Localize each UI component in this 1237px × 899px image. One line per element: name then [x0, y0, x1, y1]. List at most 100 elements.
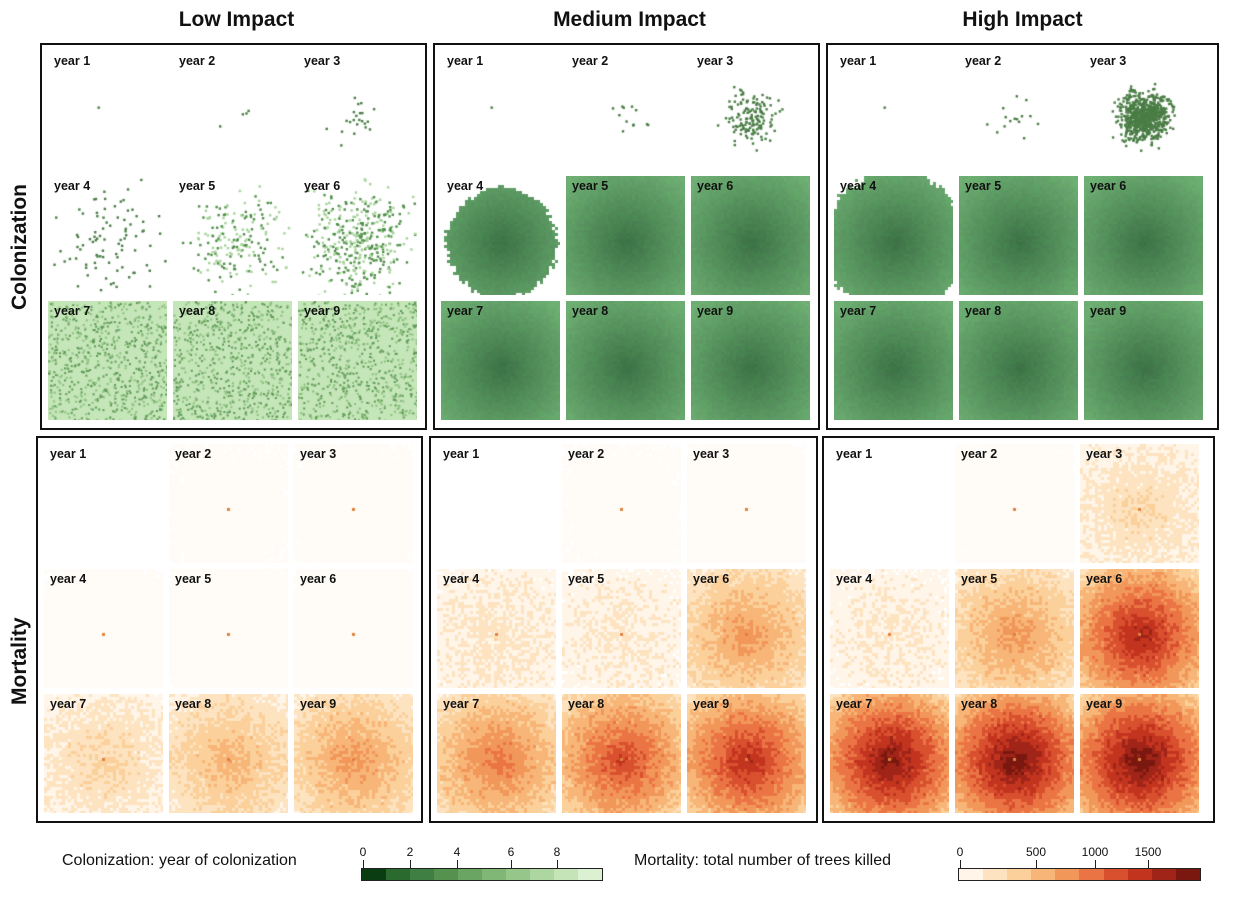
year-map-cell: year 6 [687, 569, 806, 688]
year-label: year 5 [572, 179, 609, 193]
colonization-tickmark [511, 860, 512, 868]
year-map-cell: year 1 [48, 51, 167, 170]
year-map [441, 51, 560, 170]
year-map [959, 301, 1078, 420]
year-label: year 9 [300, 697, 337, 711]
year-map [298, 51, 417, 170]
year-label: year 9 [1090, 304, 1127, 318]
year-map-cell: year 8 [169, 694, 288, 813]
year-map-cell: year 2 [955, 444, 1074, 563]
year-label: year 9 [304, 304, 341, 318]
year-map-cell: year 8 [955, 694, 1074, 813]
year-map-cell: year 4 [437, 569, 556, 688]
colonization-colorbar-swatch [458, 869, 482, 880]
year-map [566, 301, 685, 420]
year-map [173, 301, 292, 420]
year-label: year 5 [965, 179, 1002, 193]
year-map-cell: year 7 [441, 301, 560, 420]
year-label: year 1 [447, 54, 484, 68]
year-map-cell: year 6 [1084, 176, 1203, 295]
column-header-high-impact: High Impact [962, 8, 1083, 31]
colonization-tick: 4 [453, 845, 461, 859]
panel-mortality-low: year 1 year 2 year 3 year 4 year 5 year 6 year… [36, 436, 423, 823]
year-map [294, 444, 413, 563]
year-map [48, 176, 167, 295]
year-map [298, 301, 417, 420]
year-label: year 2 [961, 447, 998, 461]
year-label: year 2 [572, 54, 609, 68]
year-map [44, 569, 163, 688]
year-label: year 1 [50, 447, 87, 461]
year-map [687, 694, 806, 813]
year-label: year 9 [697, 304, 734, 318]
year-label: year 9 [693, 697, 730, 711]
mortality-tickmark [1148, 860, 1149, 868]
year-map [48, 51, 167, 170]
year-map-cell: year 6 [691, 176, 810, 295]
year-map-cell: year 9 [1084, 301, 1203, 420]
year-map-cell: year 1 [441, 51, 560, 170]
mortality-tick: 1000 [1081, 845, 1109, 859]
year-map-cell: year 3 [1084, 51, 1203, 170]
year-map-cell: year 4 [441, 176, 560, 295]
year-map-cell: year 3 [687, 444, 806, 563]
year-label: year 7 [447, 304, 484, 318]
year-label: year 7 [443, 697, 480, 711]
year-label: year 4 [443, 572, 480, 586]
year-map [1084, 176, 1203, 295]
year-map-cell: year 4 [834, 176, 953, 295]
year-map [1080, 444, 1199, 563]
year-label: year 2 [568, 447, 605, 461]
year-map-cell: year 1 [44, 444, 163, 563]
mortality-colorbar-swatch [959, 869, 984, 880]
column-header-low-impact: Low Impact [178, 8, 295, 31]
year-label: year 5 [961, 572, 998, 586]
year-map [959, 51, 1078, 170]
year-map [687, 569, 806, 688]
year-map [955, 569, 1074, 688]
year-map [959, 176, 1078, 295]
year-map-cell: year 5 [955, 569, 1074, 688]
mortality-tick: 0 [956, 845, 964, 859]
year-label: year 6 [1086, 572, 1123, 586]
year-map [169, 694, 288, 813]
year-label: year 4 [836, 572, 873, 586]
year-map [834, 301, 953, 420]
colonization-tick: 0 [359, 845, 367, 859]
year-map-cell: year 7 [48, 301, 167, 420]
colonization-colorbar-swatch [362, 869, 386, 880]
year-map-cell: year 2 [566, 51, 685, 170]
year-label: year 2 [965, 54, 1002, 68]
year-label: year 3 [693, 447, 730, 461]
year-label: year 1 [836, 447, 873, 461]
year-map [830, 569, 949, 688]
mortality-colorbar-swatch [1055, 869, 1080, 880]
year-map-cell: year 9 [298, 301, 417, 420]
mortality-colorbar-swatch [1127, 869, 1152, 880]
panel-colonization-medium: year 1 year 2 year 3 year 4 year 5 year 6 year… [433, 43, 820, 430]
mortality-colorbar-swatch [983, 869, 1008, 880]
mortality-colorbar [958, 868, 1201, 881]
year-label: year 7 [840, 304, 877, 318]
panel-colonization-low: year 1 year 2 year 3 year 4 year 5 year 6 year… [40, 43, 427, 430]
year-map-cell: year 8 [562, 694, 681, 813]
year-map [44, 694, 163, 813]
year-map-cell: year 8 [566, 301, 685, 420]
year-map-cell: year 1 [437, 444, 556, 563]
year-map-cell: year 1 [830, 444, 949, 563]
year-map-cell: year 7 [437, 694, 556, 813]
year-map [1080, 569, 1199, 688]
year-map [562, 444, 681, 563]
year-label: year 4 [54, 179, 91, 193]
year-map [441, 301, 560, 420]
year-map [955, 694, 1074, 813]
year-map [294, 569, 413, 688]
year-map-cell: year 7 [44, 694, 163, 813]
year-label: year 9 [1086, 697, 1123, 711]
year-map-cell: year 3 [298, 51, 417, 170]
mortality-tickmark [1095, 860, 1096, 868]
mortality-colorbar-swatch [1151, 869, 1176, 880]
year-label: year 6 [693, 572, 730, 586]
year-map-cell: year 3 [1080, 444, 1199, 563]
mortality-legend-title: Mortality: total number of trees killed [634, 852, 891, 869]
